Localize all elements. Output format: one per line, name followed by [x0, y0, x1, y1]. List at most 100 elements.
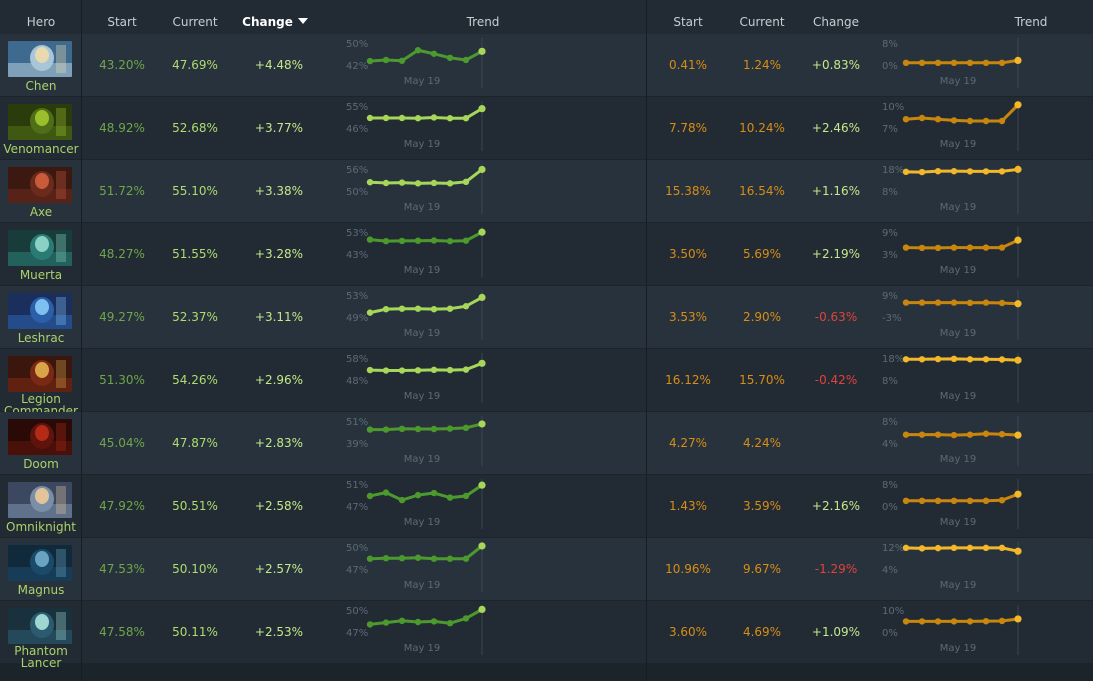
pick-trend-point[interactable] [998, 544, 1006, 552]
win-trend-point[interactable] [478, 359, 486, 367]
win-trend-point[interactable] [382, 426, 390, 433]
col-win-trend[interactable]: Trend [466, 15, 500, 29]
win-trend-point[interactable] [446, 305, 454, 312]
pick-trend-point[interactable] [950, 618, 958, 625]
win-trend-point[interactable] [414, 554, 422, 561]
col-win-start[interactable]: Start [107, 15, 137, 29]
pick-trend-point[interactable] [966, 117, 974, 125]
win-trend-point[interactable] [478, 47, 486, 55]
win-trend-point[interactable] [446, 620, 454, 627]
pick-trend-point[interactable] [934, 116, 942, 123]
win-trend-point[interactable] [366, 366, 374, 374]
pick-trend-point[interactable] [998, 497, 1006, 504]
win-trend-point[interactable] [382, 489, 390, 496]
win-trend-point[interactable] [366, 621, 374, 628]
pick-trend-point[interactable] [902, 116, 910, 123]
pick-trend-point[interactable] [934, 497, 942, 504]
win-trend-point[interactable] [430, 618, 438, 625]
win-trend-point[interactable] [462, 303, 470, 310]
hero-name[interactable]: Axe [0, 206, 82, 218]
win-trend-point[interactable] [398, 617, 406, 624]
win-trend-point[interactable] [446, 237, 454, 245]
table-row[interactable]: Omniknight 47.92% 50.51% +2.58% 1.43% 3.59% +2… [0, 475, 1093, 537]
pick-trend-point[interactable] [950, 497, 958, 504]
pick-trend-point[interactable] [1014, 490, 1022, 498]
win-trend-point[interactable] [398, 179, 406, 186]
legion-commander-portrait[interactable] [8, 356, 72, 392]
col-pick-change[interactable]: Change [813, 15, 859, 29]
win-trend-point[interactable] [366, 492, 374, 500]
pick-trend-point[interactable] [1014, 431, 1022, 439]
pick-trend-point[interactable] [934, 299, 942, 306]
doom-portrait[interactable] [8, 419, 72, 455]
win-trend-point[interactable] [366, 179, 374, 186]
hero-name[interactable]: Muerta [0, 269, 82, 281]
win-trend-point[interactable] [366, 309, 374, 316]
pick-trend-point[interactable] [998, 168, 1006, 175]
win-trend-point[interactable] [366, 236, 374, 243]
win-trend-point[interactable] [462, 115, 470, 122]
pick-trend-point[interactable] [934, 431, 942, 438]
win-trend-point[interactable] [430, 489, 438, 497]
win-trend-point[interactable] [430, 179, 438, 187]
win-trend-point[interactable] [414, 115, 422, 122]
chen-portrait[interactable] [8, 41, 72, 77]
win-trend-point[interactable] [382, 555, 390, 562]
pick-trend-point[interactable] [902, 618, 910, 625]
pick-trend-point[interactable] [982, 356, 990, 363]
table-row[interactable]: Legion Commander 51.30% 54.26% +2.96% 16.12% 1… [0, 349, 1093, 417]
pick-trend-point[interactable] [966, 618, 974, 625]
win-trend-point[interactable] [462, 237, 470, 244]
pick-trend-point[interactable] [918, 244, 926, 252]
win-trend-point[interactable] [430, 305, 438, 313]
pick-trend-point[interactable] [902, 356, 910, 363]
pick-trend-point[interactable] [918, 545, 926, 552]
pick-trend-point[interactable] [982, 299, 990, 306]
win-trend-point[interactable] [398, 237, 406, 245]
pick-trend-point[interactable] [918, 618, 926, 625]
pick-trend-point[interactable] [982, 497, 990, 504]
win-trend-point[interactable] [382, 367, 390, 374]
hero-name[interactable]: Phantom Lancer [0, 645, 82, 669]
win-trend-point[interactable] [366, 555, 374, 562]
pick-trend-point[interactable] [950, 544, 958, 552]
win-trend-point[interactable] [382, 305, 390, 313]
win-trend-point[interactable] [382, 56, 390, 64]
win-trend-point[interactable] [430, 237, 438, 244]
win-trend-point[interactable] [446, 425, 454, 432]
win-trend-point[interactable] [478, 481, 486, 489]
axe-portrait[interactable] [8, 167, 72, 203]
pick-trend-point[interactable] [918, 114, 926, 122]
win-trend-point[interactable] [478, 420, 486, 428]
pick-trend-point[interactable] [950, 431, 958, 439]
win-trend-point[interactable] [382, 114, 390, 122]
win-trend-point[interactable] [398, 57, 406, 64]
table-row[interactable]: Muerta 48.27% 51.55% +3.28% 3.50% 5.69% +2.19%… [0, 223, 1093, 285]
venomancer-portrait[interactable] [8, 104, 72, 140]
pick-trend-point[interactable] [934, 244, 942, 252]
pick-trend-point[interactable] [982, 59, 990, 66]
pick-trend-point[interactable] [998, 356, 1006, 363]
pick-trend-point[interactable] [966, 244, 974, 251]
win-trend-point[interactable] [446, 54, 454, 62]
pick-trend-point[interactable] [918, 497, 926, 504]
table-row[interactable]: Phantom Lancer 47.58% 50.11% +2.53% 3.60% 4.69… [0, 601, 1093, 669]
pick-trend-point[interactable] [966, 544, 974, 552]
pick-trend-point[interactable] [1014, 101, 1022, 109]
win-trend-point[interactable] [478, 542, 486, 550]
win-trend-point[interactable] [446, 494, 454, 501]
hero-name[interactable]: Chen [0, 80, 82, 92]
win-trend-point[interactable] [414, 425, 422, 433]
pick-trend-point[interactable] [982, 244, 990, 251]
win-trend-point[interactable] [398, 425, 406, 432]
win-trend-point[interactable] [398, 367, 406, 374]
col-pick-start[interactable]: Start [673, 15, 703, 29]
leshrac-portrait[interactable] [8, 293, 72, 329]
win-trend-point[interactable] [430, 425, 438, 433]
col-pick-trend[interactable]: Trend [1014, 15, 1048, 29]
win-trend-point[interactable] [478, 293, 486, 301]
win-trend-point[interactable] [366, 426, 374, 433]
win-trend-point[interactable] [478, 228, 486, 236]
pick-trend-point[interactable] [966, 59, 974, 66]
magnus-portrait[interactable] [8, 545, 72, 581]
